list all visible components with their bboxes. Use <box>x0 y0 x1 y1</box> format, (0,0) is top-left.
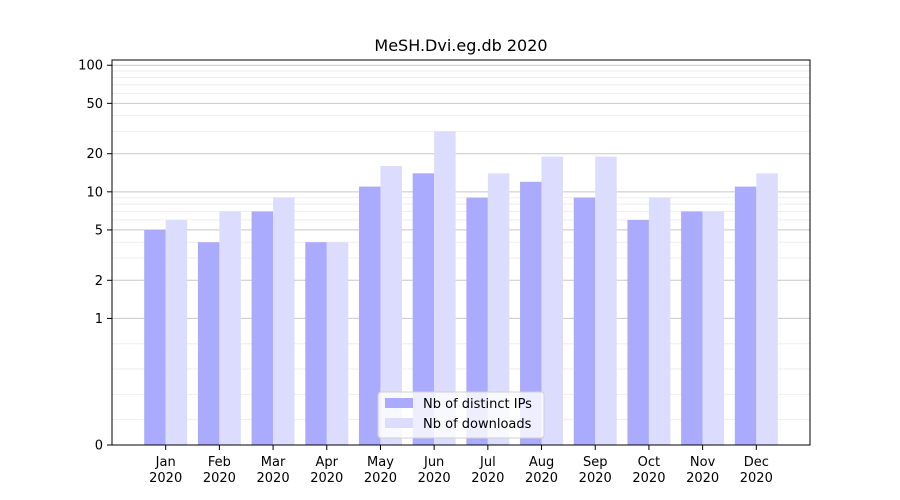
bar-distinct-ips <box>305 242 327 445</box>
x-tick-label-month: Jul <box>479 455 496 470</box>
legend-label: Nb of downloads <box>423 417 532 432</box>
bar-distinct-ips <box>144 229 166 445</box>
bar-distinct-ips <box>734 186 757 446</box>
x-tick-label-month: May <box>367 455 394 470</box>
bar-downloads <box>380 165 402 446</box>
y-tick-label: 5 <box>95 223 103 238</box>
x-tick-label-year: 2020 <box>740 471 773 486</box>
legend-label: Nb of distinct IPs <box>423 397 532 412</box>
x-tick-label-year: 2020 <box>310 471 343 486</box>
bar-downloads <box>541 156 564 446</box>
x-tick-label-month: Oct <box>638 455 660 470</box>
bar-downloads <box>595 156 617 446</box>
x-tick-label-year: 2020 <box>525 471 558 486</box>
bar-distinct-ips <box>681 211 703 445</box>
plot-frame <box>111 59 811 446</box>
y-tick-label: 10 <box>86 185 103 200</box>
x-tick-label-month: Sep <box>583 455 608 470</box>
x-tick-label-year: 2020 <box>203 471 236 486</box>
y-tick-label: 20 <box>86 147 103 162</box>
y-tick-label: 50 <box>86 97 103 112</box>
bar-distinct-ips <box>520 181 542 445</box>
x-tick-label-year: 2020 <box>632 471 665 486</box>
x-tick-label-month: Dec <box>744 455 769 470</box>
x-tick-label-month: Nov <box>690 455 716 470</box>
bar-distinct-ips <box>358 186 381 446</box>
bar-distinct-ips <box>412 173 435 445</box>
x-tick-label-year: 2020 <box>364 471 397 486</box>
x-tick-label-year: 2020 <box>418 471 451 486</box>
x-tick-label-year: 2020 <box>579 471 612 486</box>
x-tick-label-month: Aug <box>529 455 554 470</box>
bar-downloads <box>487 173 510 445</box>
bar-downloads <box>165 219 188 445</box>
x-tick-label-year: 2020 <box>257 471 290 486</box>
axes: 0125102050100Jan2020Feb2020Mar2020Apr202… <box>78 59 811 486</box>
x-tick-label-month: Jun <box>423 455 444 470</box>
x-tick-label-year: 2020 <box>149 471 182 486</box>
y-tick-label: 100 <box>78 59 103 74</box>
bar-downloads <box>702 211 725 445</box>
bar-downloads <box>219 211 241 445</box>
x-tick-label-month: Feb <box>208 455 231 470</box>
legend-swatch <box>385 398 413 408</box>
y-tick-label: 1 <box>95 312 103 327</box>
x-tick-label-year: 2020 <box>686 471 719 486</box>
bar-downloads <box>326 242 349 445</box>
legend-swatch <box>385 418 413 428</box>
bar-distinct-ips <box>251 211 274 445</box>
x-tick-label-year: 2020 <box>471 471 504 486</box>
x-tick-label-month: Jan <box>155 455 176 470</box>
bar-downloads <box>434 131 456 445</box>
x-tick-label-month: Apr <box>316 455 339 470</box>
legend-box <box>377 391 545 439</box>
bar-distinct-ips <box>573 197 596 445</box>
bar-distinct-ips <box>466 197 488 445</box>
bar-distinct-ips <box>627 219 649 445</box>
x-tick-label-month: Mar <box>261 455 286 470</box>
bars <box>144 131 778 446</box>
bar-distinct-ips <box>197 242 220 445</box>
chart-title: MeSH.Dvi.eg.db 2020 <box>374 36 547 55</box>
bar-downloads <box>756 173 778 445</box>
bar-downloads <box>648 197 671 445</box>
bar-downloads <box>273 197 295 445</box>
legend: Nb of distinct IPs Nb of downloads <box>377 391 545 439</box>
y-tick-label: 2 <box>95 274 103 289</box>
y-tick-label: 0 <box>95 439 103 454</box>
